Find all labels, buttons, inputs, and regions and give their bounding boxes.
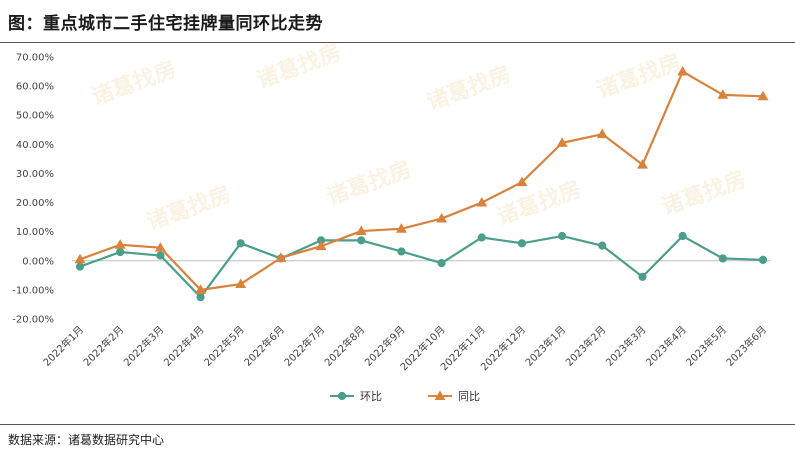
data-point (476, 196, 488, 207)
legend-label: 同比 (458, 390, 480, 403)
y-tick-label: 40.00% (16, 140, 54, 151)
data-point (717, 89, 729, 99)
data-point (116, 247, 125, 257)
data-point (154, 242, 166, 252)
series-line (79, 70, 764, 291)
data-point (75, 262, 85, 271)
data-point (718, 254, 727, 263)
data-point (436, 212, 448, 223)
data-point (596, 128, 608, 139)
data-point (235, 278, 247, 289)
x-tick-label: 2023年5月 (683, 323, 729, 369)
y-tick-label: 30.00% (16, 169, 54, 180)
legend-label: 环比 (360, 390, 382, 403)
data-point (638, 272, 647, 281)
watermark-layer: 诸葛找房 诸葛找房 诸葛找房 诸葛找房 诸葛找房 诸葛找房 诸葛找房 诸葛找房 (88, 39, 750, 236)
data-point (598, 241, 607, 250)
x-tick-label: 2022年9月 (362, 323, 408, 369)
x-tick-label: 2023年3月 (603, 323, 649, 369)
x-tick-label: 2022年8月 (322, 323, 368, 369)
svg-text:诸葛找房: 诸葛找房 (423, 61, 515, 116)
svg-text:诸葛找房: 诸葛找房 (323, 156, 415, 211)
title-divider (0, 42, 795, 43)
x-tick-label: 2022年4月 (161, 323, 207, 369)
data-point (156, 251, 165, 260)
data-point (114, 239, 126, 249)
data-point (236, 239, 245, 248)
svg-text:诸葛找房: 诸葛找房 (253, 39, 345, 94)
data-point (517, 239, 527, 248)
legend-marker (434, 390, 446, 400)
x-tick-label: 2022年1月 (40, 323, 86, 369)
series-line (79, 234, 764, 299)
y-tick-label: 10.00% (16, 227, 54, 238)
data-point (516, 176, 528, 187)
y-tick-label: -10.00% (12, 285, 54, 296)
svg-text:诸葛找房: 诸葛找房 (88, 56, 180, 111)
footer-divider (0, 424, 795, 425)
data-point (195, 284, 206, 294)
data-point (558, 231, 567, 241)
data-point (74, 253, 86, 264)
data-point (315, 240, 327, 251)
y-axis: 70.00% 60.00% 50.00% 40.00% 30.00% 20.00% 10.0… (12, 53, 54, 326)
svg-text:诸葛找房: 诸葛找房 (493, 176, 585, 231)
data-point (477, 233, 486, 242)
data-point (556, 137, 568, 147)
svg-text:诸葛找房: 诸葛找房 (658, 166, 750, 221)
svg-text:诸葛找房: 诸葛找房 (143, 181, 235, 236)
source-note: 数据来源：诸葛数据研究中心 (8, 433, 165, 447)
legend: 环比 同比 (330, 390, 480, 403)
series-layer (74, 65, 769, 302)
x-tick-label: 2023年6月 (723, 323, 769, 369)
data-point (437, 259, 446, 268)
data-point (395, 223, 407, 233)
y-tick-label: 60.00% (16, 82, 54, 93)
legend-marker (337, 391, 347, 401)
x-tick-label: 2023年2月 (563, 323, 609, 369)
y-tick-label: 20.00% (16, 198, 54, 209)
y-tick-label: 50.00% (16, 111, 54, 122)
svg-text:诸葛找房: 诸葛找房 (593, 49, 685, 104)
line-chart: 诸葛找房 诸葛找房 诸葛找房 诸葛找房 诸葛找房 诸葛找房 诸葛找房 诸葛找房 … (12, 39, 771, 403)
y-tick-label: 70.00% (16, 53, 54, 64)
series-yoy (74, 65, 769, 294)
x-axis: 2022年1月2022年2月2022年3月2022年4月2022年5月2022年… (40, 323, 769, 373)
data-point (275, 252, 287, 262)
x-tick-label: 2023年1月 (522, 323, 568, 369)
x-tick-label: 2022年7月 (281, 323, 327, 369)
y-tick-label: 0.00% (22, 256, 54, 267)
x-tick-label: 2022年2月 (80, 323, 126, 369)
x-tick-label: 2023年4月 (643, 323, 689, 369)
series-mom (75, 231, 768, 302)
data-point (357, 236, 366, 245)
x-tick-label: 2022年3月 (121, 323, 167, 369)
data-point (677, 65, 689, 76)
x-tick-label: 2022年6月 (241, 323, 287, 369)
data-point (355, 225, 367, 236)
x-tick-label: 2022年5月 (201, 323, 247, 369)
data-point (196, 293, 205, 302)
data-point (757, 90, 769, 101)
chart-title: 图：重点城市二手住宅挂牌量同环比走势 (8, 14, 323, 34)
data-point (678, 231, 687, 241)
y-tick-label: -20.00% (12, 315, 54, 326)
data-point (758, 255, 768, 265)
data-point (397, 247, 406, 256)
data-point (637, 159, 648, 169)
